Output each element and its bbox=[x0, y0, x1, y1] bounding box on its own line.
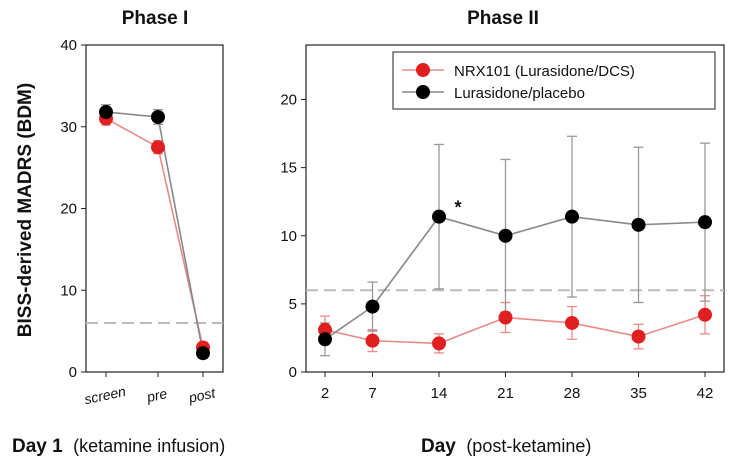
p1-point-placebo bbox=[99, 105, 113, 120]
p2-ytick-label: 10 bbox=[280, 228, 297, 245]
phase1-xlabel-rest: (ketamine infusion) bbox=[73, 436, 225, 456]
p1-xtick-label: post bbox=[186, 384, 217, 406]
p2-point-placebo bbox=[631, 217, 646, 232]
p2-point-placebo bbox=[498, 228, 513, 243]
p2-xtick-label: 7 bbox=[368, 385, 376, 402]
p2-point-nrx101 bbox=[698, 307, 712, 322]
p1-ytick-label: 40 bbox=[60, 37, 77, 54]
p2-point-nrx101 bbox=[365, 333, 380, 348]
p2-point-nrx101 bbox=[565, 315, 579, 330]
p2-ytick-label: 20 bbox=[280, 92, 297, 109]
p2-point-nrx101 bbox=[631, 329, 646, 344]
phase2-xlabel-rest: (post-ketamine) bbox=[466, 436, 591, 456]
p1-xtick-label: screen bbox=[83, 383, 128, 407]
p1-point-placebo bbox=[196, 346, 210, 361]
phase2-plot-frame bbox=[305, 44, 725, 373]
p2-xtick-label: 42 bbox=[697, 385, 714, 402]
legend: NRX101 (Lurasidone/DCS) Lurasidone/place… bbox=[392, 51, 716, 110]
legend-marker-placebo bbox=[416, 85, 430, 99]
phase1-panel: Phase I 0 10 20 30 40 screen pre post Day 1 (k… bbox=[12, 8, 225, 457]
p2-ytick-label: 0 bbox=[289, 364, 297, 381]
p2-xtick-label: 28 bbox=[564, 385, 581, 402]
p2-xtick-label: 2 bbox=[321, 385, 329, 402]
y-axis-label: BISS-derived MADRS (BDM) bbox=[15, 83, 36, 337]
p2-ytick-label: 15 bbox=[280, 160, 297, 177]
p1-ytick-label: 20 bbox=[60, 201, 77, 218]
p2-xtick-label: 35 bbox=[630, 385, 647, 402]
p1-ytick-label: 10 bbox=[60, 282, 77, 299]
phase1-title: Phase I bbox=[122, 8, 189, 29]
p2-point-nrx101 bbox=[498, 310, 513, 325]
phase1-xlabel-bold: Day 1 bbox=[12, 436, 63, 457]
p2-series-line-nrx101 bbox=[324, 314, 706, 345]
phase2-title: Phase II bbox=[467, 8, 539, 29]
p2-point-placebo bbox=[698, 215, 712, 230]
p2-point-placebo bbox=[565, 209, 579, 224]
p2-xtick-label: 21 bbox=[497, 385, 514, 402]
p1-ytick-label: 30 bbox=[60, 119, 77, 136]
significance-asterisk: * bbox=[454, 198, 461, 218]
legend-marker-nrx101 bbox=[416, 63, 430, 77]
legend-label-placebo: Lurasidone/placebo bbox=[454, 85, 585, 102]
legend-label-nrx101: NRX101 (Lurasidone/DCS) bbox=[454, 63, 635, 80]
phase2-panel: Phase II 0 5 10 15 20 2 7 14 21 28 35 42 * NRX101 … bbox=[280, 8, 725, 457]
p2-xtick-label: 14 bbox=[431, 385, 448, 402]
p1-point-placebo bbox=[151, 109, 165, 124]
legend-box bbox=[392, 51, 716, 110]
p1-ytick-label: 0 bbox=[69, 364, 77, 381]
p2-series-line-placebo bbox=[324, 215, 706, 340]
p2-point-nrx101 bbox=[432, 336, 446, 351]
p2-point-placebo bbox=[432, 209, 446, 224]
p1-xtick-label: pre bbox=[144, 385, 168, 405]
p1-point-nrx101 bbox=[151, 140, 165, 155]
phase2-xlabel-bold: Day bbox=[421, 436, 456, 457]
p2-point-placebo bbox=[318, 332, 332, 347]
p2-point-placebo bbox=[365, 299, 380, 314]
phase1-x-axis-label: Day 1 (ketamine infusion) bbox=[12, 436, 225, 457]
phase2-x-axis-label: Day (post-ketamine) bbox=[421, 436, 591, 457]
p2-ytick-label: 5 bbox=[289, 296, 297, 313]
